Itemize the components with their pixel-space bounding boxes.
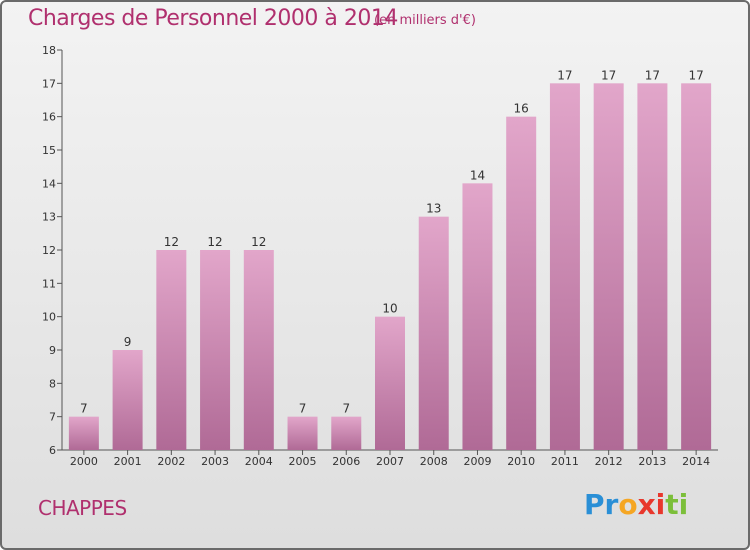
logo-letter: i — [655, 488, 666, 521]
y-tick-label: 18 — [42, 44, 56, 57]
x-tick-label: 2012 — [595, 455, 623, 468]
data-label: 12 — [207, 235, 222, 249]
bar — [549, 83, 580, 450]
bar — [112, 350, 143, 450]
x-tick-label: 2013 — [638, 455, 666, 468]
logo-letter: t — [665, 488, 679, 521]
y-tick-label: 14 — [42, 177, 56, 190]
bar — [375, 316, 405, 450]
data-label: 12 — [164, 235, 179, 249]
x-tick-label: 2005 — [289, 455, 317, 468]
x-tick-label: 2010 — [507, 455, 535, 468]
y-tick-label: 16 — [42, 111, 56, 124]
data-label: 10 — [382, 302, 397, 316]
data-label: 12 — [251, 235, 266, 249]
bar — [200, 250, 231, 450]
y-tick-label: 10 — [42, 311, 56, 324]
data-label: 7 — [299, 402, 307, 416]
chart-subtitle: (en milliers d'€) — [374, 13, 476, 28]
logo-letter: P — [584, 488, 605, 521]
logo-letter: x — [637, 488, 656, 521]
proxiti-logo: Proxiti — [584, 488, 688, 521]
x-tick-label: 2011 — [551, 455, 579, 468]
logo-letter: o — [618, 488, 638, 521]
y-tick-label: 6 — [49, 444, 56, 457]
data-label: 7 — [80, 402, 88, 416]
data-label: 7 — [342, 402, 350, 416]
logo-letter: i — [678, 488, 689, 521]
y-tick-label: 7 — [49, 411, 56, 424]
x-tick-label: 2007 — [376, 455, 404, 468]
data-label: 17 — [688, 68, 703, 82]
bar — [156, 250, 187, 450]
bars — [68, 83, 712, 451]
x-tick-label: 2001 — [114, 455, 142, 468]
x-tick-label: 2004 — [245, 455, 273, 468]
x-tick-label: 2003 — [201, 455, 229, 468]
bar — [68, 416, 99, 450]
y-tick-label: 12 — [42, 244, 56, 257]
x-tick-label: 2009 — [463, 455, 491, 468]
bar — [681, 83, 712, 450]
x-tick-label: 2002 — [157, 455, 185, 468]
data-label: 9 — [124, 335, 132, 349]
bar — [462, 183, 493, 451]
city-name: CHAPPES — [38, 496, 127, 520]
y-tick-label: 15 — [42, 144, 56, 157]
bar — [506, 116, 537, 451]
bar — [287, 416, 318, 450]
bar — [418, 216, 449, 450]
data-label: 17 — [601, 68, 616, 82]
chart-title: Charges de Personnel 2000 à 2014 — [28, 6, 398, 31]
y-tick-label: 9 — [49, 344, 56, 357]
labels: 2000 7 2001 9 2002 12 2003 12 2004 12 2005 7 2006 7 20… — [70, 68, 710, 468]
x-tick-label: 2000 — [70, 455, 98, 468]
x-tick-label: 2008 — [420, 455, 448, 468]
bar — [637, 83, 668, 450]
logo-letter: r — [604, 488, 619, 521]
y-tick-label: 8 — [49, 377, 56, 390]
bar — [331, 416, 362, 450]
y-tick-label: 13 — [42, 211, 56, 224]
x-tick-label: 2014 — [682, 455, 710, 468]
data-label: 17 — [645, 68, 660, 82]
data-label: 13 — [426, 202, 441, 216]
bar — [593, 83, 624, 450]
y-tick-label: 11 — [42, 277, 56, 290]
x-tick-label: 2006 — [332, 455, 360, 468]
bar — [243, 250, 274, 450]
data-label: 14 — [470, 168, 485, 182]
y-tick-label: 17 — [42, 77, 56, 90]
data-label: 17 — [557, 68, 572, 82]
data-label: 16 — [514, 102, 529, 116]
